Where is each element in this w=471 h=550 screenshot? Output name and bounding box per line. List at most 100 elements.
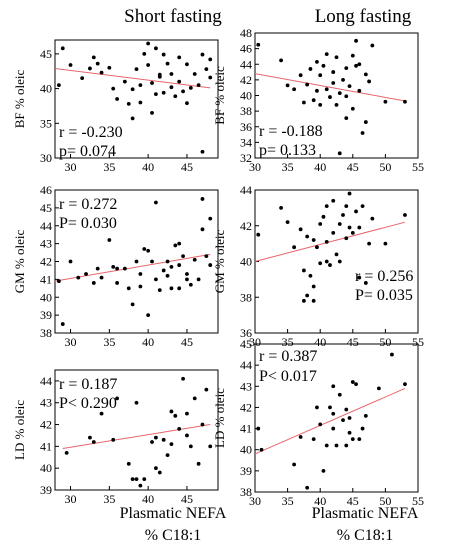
plot-frame xyxy=(254,189,419,334)
p-value-label: P< 0.290 xyxy=(59,395,117,412)
data-point xyxy=(150,110,154,115)
data-point xyxy=(279,58,283,63)
data-point xyxy=(173,413,178,418)
data-point xyxy=(302,268,306,273)
data-point xyxy=(208,57,213,62)
data-point xyxy=(91,281,96,285)
data-point xyxy=(134,477,139,481)
data-point xyxy=(390,352,394,357)
data-point xyxy=(122,79,127,84)
data-point xyxy=(200,422,205,427)
plot-frame xyxy=(254,343,419,493)
data-point xyxy=(204,254,209,259)
data-point xyxy=(134,259,139,264)
data-point xyxy=(344,236,349,241)
y-tick-label: 36 xyxy=(240,120,252,134)
data-point xyxy=(107,238,112,242)
y-tick-label: 40 xyxy=(40,290,52,304)
data-point xyxy=(256,426,261,431)
data-point xyxy=(56,83,61,88)
data-point xyxy=(208,263,213,267)
data-point xyxy=(165,259,170,264)
data-point xyxy=(403,99,407,104)
data-point xyxy=(146,41,151,46)
data-point xyxy=(161,52,166,57)
plot-frame xyxy=(54,39,219,159)
data-point xyxy=(208,216,213,221)
y-tick-label: 45 xyxy=(40,201,52,215)
y-tick-label: 36 xyxy=(240,326,252,340)
data-point xyxy=(154,46,158,51)
data-point xyxy=(363,413,368,418)
data-point xyxy=(347,225,352,230)
data-point xyxy=(99,70,104,75)
y-tick-label: 42 xyxy=(40,255,52,269)
data-point xyxy=(126,461,131,466)
data-point xyxy=(318,73,323,78)
data-point xyxy=(64,451,69,455)
data-point xyxy=(115,97,119,101)
data-point xyxy=(188,282,193,287)
data-point xyxy=(403,213,407,217)
long-fasting-title: Long fasting xyxy=(314,6,412,27)
x-tick-label: 35 xyxy=(103,160,115,174)
data-point xyxy=(161,268,166,273)
correlation-r-label: r = -0.188 xyxy=(259,123,323,140)
data-point xyxy=(200,197,205,201)
data-point xyxy=(157,470,162,475)
data-point xyxy=(331,70,336,74)
data-point xyxy=(95,61,100,66)
data-point xyxy=(126,286,131,291)
data-point xyxy=(200,149,205,154)
data-point xyxy=(56,279,61,284)
x-tick-label: 55 xyxy=(412,335,424,349)
data-point xyxy=(177,286,182,291)
data-point xyxy=(134,67,139,72)
data-point xyxy=(354,382,358,387)
data-point xyxy=(302,100,306,105)
y-tick-label: 40 xyxy=(40,82,52,96)
data-point xyxy=(337,222,342,226)
data-point xyxy=(311,437,316,442)
data-point xyxy=(111,437,116,442)
data-point xyxy=(150,440,154,444)
data-point xyxy=(360,131,365,135)
y-tick-label: 46 xyxy=(40,183,52,197)
data-point xyxy=(321,63,326,68)
correlation-r-label: r = 0.256 xyxy=(355,268,413,285)
regression-line xyxy=(254,387,406,455)
x-tick-label: 35 xyxy=(103,492,115,506)
data-point xyxy=(318,102,323,107)
data-point xyxy=(331,384,336,389)
data-point xyxy=(324,259,329,264)
data-point xyxy=(142,477,147,481)
y-tick-label: 43 xyxy=(40,237,52,251)
data-point xyxy=(196,461,201,466)
data-point xyxy=(204,387,209,392)
x-tick-label: 40 xyxy=(142,335,154,349)
data-point xyxy=(185,411,189,416)
data-point xyxy=(150,259,154,264)
y-tick-label: 38 xyxy=(240,485,252,499)
x-tick-label: 55 xyxy=(412,160,424,174)
data-point xyxy=(305,293,310,298)
data-point xyxy=(354,209,358,214)
x-tick-label: 30 xyxy=(65,160,77,174)
data-point xyxy=(165,273,170,278)
data-point xyxy=(169,409,174,414)
regression-line xyxy=(54,253,211,282)
y-tick-label: 42 xyxy=(240,73,252,87)
data-point xyxy=(134,400,139,405)
data-point xyxy=(334,252,339,257)
data-point xyxy=(95,266,100,271)
data-point xyxy=(130,116,135,121)
data-point xyxy=(169,72,174,76)
x-tick-label: 45 xyxy=(347,494,359,508)
data-point xyxy=(192,396,197,401)
p-value-label: P= 0.035 xyxy=(355,287,413,304)
data-point xyxy=(363,120,368,124)
data-point xyxy=(324,443,329,448)
data-point xyxy=(185,433,189,438)
data-point xyxy=(344,116,349,121)
